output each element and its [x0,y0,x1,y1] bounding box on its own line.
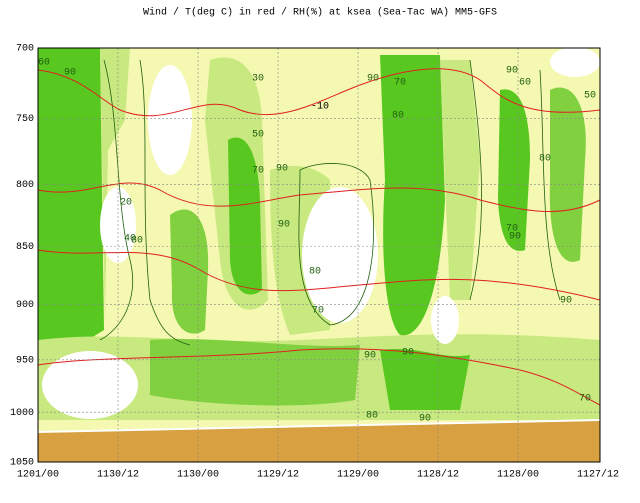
x-tick-label: 1201/00 [17,469,59,481]
contour-label: 80 [392,111,404,122]
contour-line [539,69,561,301]
contour-label: 70 [579,394,591,405]
rh-zone [549,87,586,262]
contour-label: -10 [311,102,329,113]
contour-label: 90 [506,66,518,77]
contour-label: 50 [584,91,596,102]
y-tick-label: 1000 [10,408,34,419]
rh-zone [440,60,480,300]
contour-label: 60 [519,78,531,89]
dry-zone [431,296,459,344]
temp-line [37,68,601,117]
y-tick-label: 850 [16,242,34,253]
contour-label: 30 [252,74,264,85]
x-tick-label: 1130/00 [177,469,219,481]
contour-label: 80 [131,236,143,247]
contour-label: 60 [38,58,50,69]
dry-zone [302,187,378,323]
contour-label: 90 [509,232,521,243]
contour-line [298,163,374,326]
contour-label: 90 [278,220,290,231]
y-tick-label: 900 [16,300,34,311]
x-tick-label: 1128/12 [417,469,459,481]
rh-zone [380,55,445,336]
contour-label: 80 [309,267,321,278]
y-tick-label: 950 [16,355,34,366]
x-tick-label: 1128/00 [497,469,539,481]
plot-fill [38,47,600,462]
contour-label: 70 [252,166,264,177]
contour-label: 70 [506,224,518,235]
rh-contours [99,59,561,346]
contour-label: 90 [276,164,288,175]
contour-label: 90 [560,296,572,307]
rh-zone [380,348,470,410]
contour-label: 80 [539,154,551,165]
contour-label: 50 [252,130,264,141]
y-tick-label: 750 [16,114,34,125]
y-tick-label: 800 [16,180,34,191]
contour-label: 80 [366,411,378,422]
contour-label: 90 [402,348,414,359]
x-tick-label: 1127/12 [577,469,619,481]
x-tick-label: 1129/00 [337,469,379,481]
rh-zone [498,89,530,251]
rh-zone [38,48,104,350]
x-tick-label: 1129/12 [257,469,299,481]
contour-label: 90 [367,74,379,85]
dry-zone [550,47,600,77]
dry-zone [148,65,192,175]
rh-zone [170,209,209,334]
temp-line [37,182,601,213]
contour-line [139,59,191,346]
ground [38,420,600,462]
temp-line [37,348,601,406]
plot-frame [37,47,601,463]
contour-label: 20 [120,198,132,209]
contour-label: 90 [64,68,76,79]
contour-label: 70 [312,306,324,317]
temp-line [37,249,601,301]
temp-contours [37,68,601,406]
dry-zone [42,351,138,419]
y-tick-label: 1050 [10,458,34,469]
ground-line [37,419,601,433]
chart-title: Wind / T(deg C) in red / RH(%) at ksea (… [143,7,497,19]
contour-label: 90 [364,351,376,362]
rh-zone [228,137,262,295]
contour-line [469,59,482,301]
contour-label: 40 [124,234,136,245]
contour-label: 70 [394,78,406,89]
rh-zone [100,48,130,320]
contour-line [99,59,134,341]
contour-label: 90 [419,414,431,425]
y-tick-label: 700 [16,44,34,55]
x-tick-label: 1130/12 [97,469,139,481]
